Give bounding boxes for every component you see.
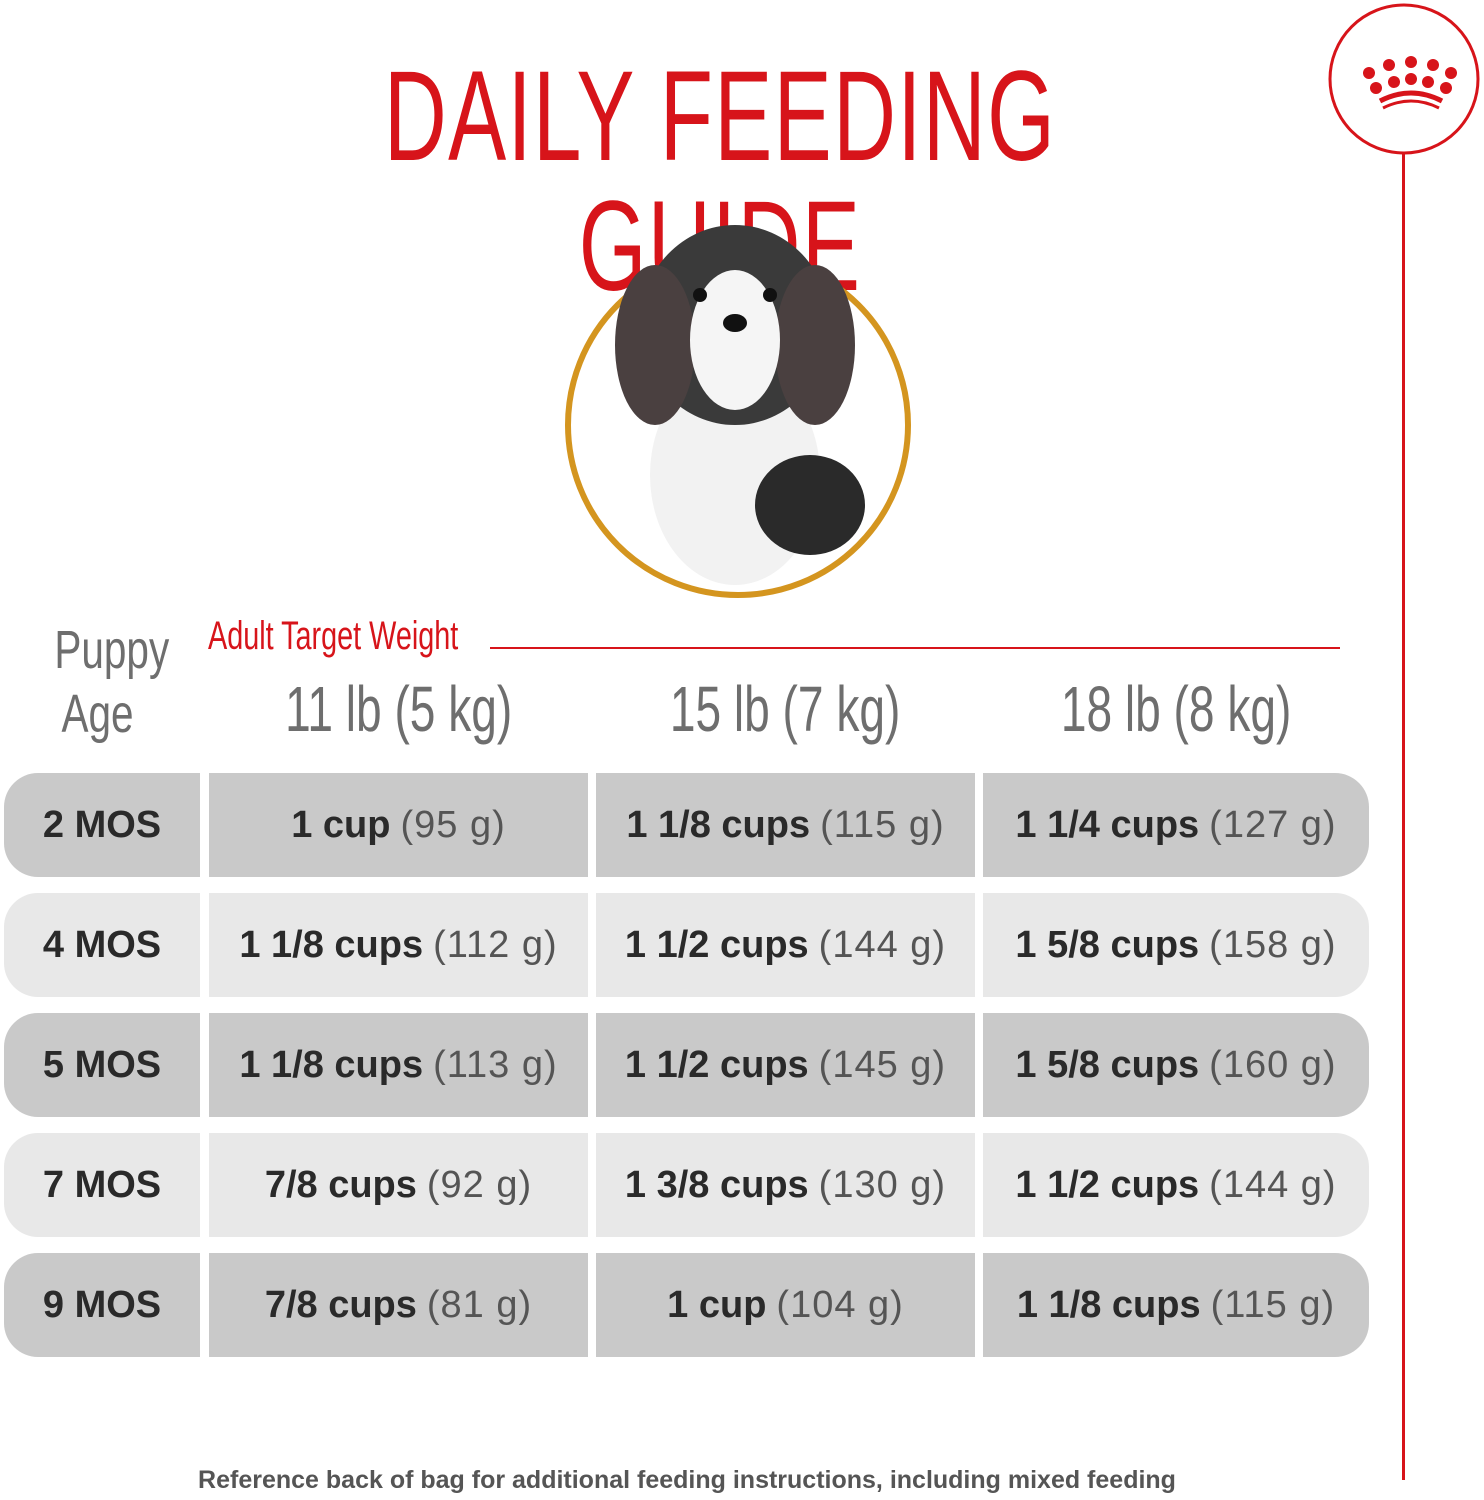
weight-header: 18 lb (8 kg) <box>1060 673 1292 745</box>
amount-cell: 7/8 cups (81 g) <box>209 1253 588 1357</box>
cups-amount: 1 1/2 cups <box>624 923 809 966</box>
adult-target-weight-label: Adult Target Weight <box>208 614 459 658</box>
age-cell: 7 MOS <box>4 1133 200 1237</box>
amount-cell: 1 1/2 cups (144 g) <box>596 893 975 997</box>
grams-amount: (144 g) <box>818 923 947 966</box>
grams-amount: (127 g) <box>1209 803 1337 846</box>
cups-amount: 1 1/8 cups <box>239 1043 424 1086</box>
amount-cell: 1 1/4 cups (127 g) <box>983 773 1369 877</box>
table-row: 4 MOS 1 1/8 cups (112 g) 1 1/2 cups (144 g) 1… <box>4 893 1369 997</box>
royal-canin-crown-logo <box>1328 3 1480 155</box>
table-row: 9 MOS 7/8 cups (81 g) 1 cup (104 g) 1 1/8 cup… <box>4 1253 1369 1357</box>
grams-amount: (160 g) <box>1209 1043 1337 1086</box>
weight-header: 15 lb (7 kg) <box>670 673 901 745</box>
amount-cell: 1 3/8 cups (130 g) <box>596 1133 975 1237</box>
divider <box>490 647 1340 649</box>
cups-amount: 1 5/8 cups <box>1015 1043 1200 1086</box>
cups-amount: 1 1/8 cups <box>626 803 811 846</box>
amount-cell: 1 5/8 cups (160 g) <box>983 1013 1369 1117</box>
cups-amount: 1 cup <box>667 1283 767 1326</box>
cups-amount: 7/8 cups <box>264 1163 417 1206</box>
cups-amount: 1 1/2 cups <box>1015 1163 1200 1206</box>
grams-amount: (104 g) <box>776 1283 904 1326</box>
age-cell: 9 MOS <box>4 1253 200 1357</box>
grams-amount: (130 g) <box>818 1163 947 1206</box>
cups-amount: 1 3/8 cups <box>624 1163 809 1206</box>
amount-cell: 1 cup (104 g) <box>596 1253 975 1357</box>
table-row: 2 MOS 1 cup (95 g) 1 1/8 cups (115 g) 1 1/4 c… <box>4 773 1369 877</box>
amount-cell: 1 1/8 cups (113 g) <box>209 1013 588 1117</box>
amount-cell: 1 1/8 cups (115 g) <box>596 773 975 877</box>
age-cell: 2 MOS <box>4 773 200 877</box>
amount-cell: 1 1/2 cups (145 g) <box>596 1013 975 1117</box>
amount-cell: 1 cup (95 g) <box>209 773 588 877</box>
table-row: 7 MOS 7/8 cups (92 g) 1 3/8 cups (130 g) 1 1/… <box>4 1133 1369 1237</box>
age-cell: 5 MOS <box>4 1013 200 1117</box>
grams-amount: (145 g) <box>818 1043 947 1086</box>
weight-header: 11 lb (5 kg) <box>284 673 513 745</box>
grams-amount: (158 g) <box>1209 923 1337 966</box>
grams-amount: (81 g) <box>426 1283 533 1326</box>
amount-cell: 1 1/8 cups (112 g) <box>209 893 588 997</box>
puppy-age-header: Puppy Age <box>54 620 170 744</box>
cups-amount: 1 1/8 cups <box>239 923 424 966</box>
grams-amount: (144 g) <box>1209 1163 1337 1206</box>
puppy-photo <box>565 225 911 598</box>
grams-amount: (112 g) <box>433 923 558 966</box>
cups-amount: 1 5/8 cups <box>1015 923 1200 966</box>
grams-amount: (92 g) <box>426 1163 533 1206</box>
amount-cell: 1 1/2 cups (144 g) <box>983 1133 1369 1237</box>
amount-cell: 1 5/8 cups (158 g) <box>983 893 1369 997</box>
amount-cell: 1 1/8 cups (115 g) <box>983 1253 1369 1357</box>
grams-amount: (115 g) <box>820 803 945 846</box>
grams-amount: (113 g) <box>433 1043 558 1086</box>
cups-amount: 1 1/2 cups <box>624 1043 809 1086</box>
cups-amount: 1 1/4 cups <box>1015 803 1200 846</box>
brand-line <box>1402 154 1405 1480</box>
table-row: 5 MOS 1 1/8 cups (113 g) 1 1/2 cups (145 g) 1… <box>4 1013 1369 1117</box>
footer-note: Reference back of bag for additional fee… <box>198 1466 1176 1494</box>
amount-cell: 7/8 cups (92 g) <box>209 1133 588 1237</box>
age-cell: 4 MOS <box>4 893 200 997</box>
grams-amount: (95 g) <box>400 803 506 846</box>
grams-amount: (115 g) <box>1210 1283 1336 1326</box>
cups-amount: 1 1/8 cups <box>1016 1283 1201 1326</box>
cups-amount: 7/8 cups <box>264 1283 417 1326</box>
cups-amount: 1 cup <box>291 803 391 846</box>
